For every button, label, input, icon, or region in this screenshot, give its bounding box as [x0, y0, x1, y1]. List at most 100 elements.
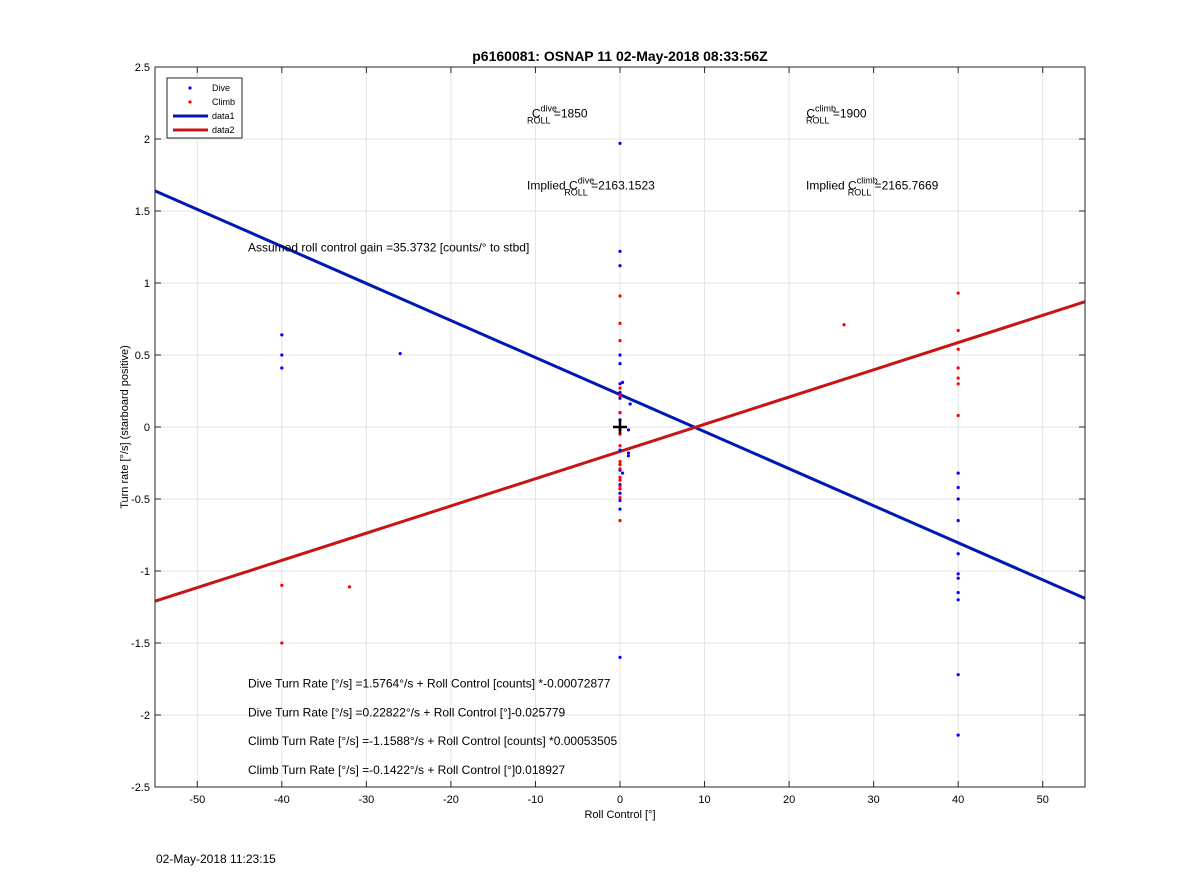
equation-text: Dive Turn Rate [°/s] =1.5764°/s + Roll C…	[248, 677, 611, 691]
climb-point	[618, 475, 622, 479]
dive-point	[620, 380, 625, 384]
y-axis-label: Turn rate [°/s] (starboard positive)	[119, 345, 131, 509]
climb-point	[280, 583, 284, 588]
x-tick-label: 0	[617, 794, 623, 806]
dive-point	[956, 673, 960, 677]
dive-point	[956, 576, 960, 580]
y-tick-label: -0.5	[131, 494, 150, 506]
x-tick-label: -40	[274, 794, 290, 806]
y-tick-label: 0	[144, 422, 150, 434]
print-timestamp: 02-May-2018 11:23:15	[156, 852, 276, 866]
dive-point	[956, 572, 960, 576]
coef-prefix: Implied	[806, 178, 848, 192]
plot-series	[154, 141, 1086, 737]
climb-point	[618, 487, 622, 491]
climb-point	[280, 641, 284, 645]
climb-point	[618, 467, 622, 471]
legend-box	[166, 77, 243, 139]
dive-point	[618, 382, 622, 386]
coef-sub: ROLL	[564, 187, 588, 197]
dive-point	[618, 264, 622, 268]
plot-box	[154, 66, 1086, 788]
y-tick-label: 0.5	[135, 350, 150, 362]
dive-point	[956, 497, 960, 501]
x-tick-label: 30	[868, 794, 880, 806]
coef-sup: dive	[540, 103, 557, 113]
dive-point	[618, 396, 622, 400]
climb-point	[618, 339, 622, 343]
x-tick-label: 50	[1037, 794, 1049, 806]
coef-suffix: =1900	[830, 106, 867, 120]
climb-point	[618, 459, 622, 464]
coef-sub: ROLL	[527, 115, 551, 125]
coef-base: C	[569, 178, 578, 192]
y-tick-label: 2.5	[135, 62, 150, 74]
climb-point	[956, 366, 960, 370]
climb-point	[956, 382, 960, 386]
x-tick-label: -20	[443, 794, 459, 806]
coef-suffix: =1850	[551, 106, 588, 120]
climb-point	[618, 411, 622, 415]
climb-point	[956, 376, 960, 380]
dive-point	[618, 362, 622, 366]
climb-point	[842, 323, 846, 327]
x-tick-label: -10	[528, 794, 544, 806]
legend-marker-climb	[188, 100, 192, 104]
climb-point	[618, 519, 622, 523]
equation-text: Climb Turn Rate [°/s] =-0.1422°/s + Roll…	[248, 763, 566, 777]
dive-point	[956, 485, 960, 490]
climb-point	[618, 321, 622, 325]
x-tick-label: -50	[189, 794, 205, 806]
y-tick-label: -1.5	[131, 638, 150, 650]
coef-base: C	[848, 178, 857, 192]
climb-point	[618, 393, 622, 397]
dive-point	[626, 451, 631, 455]
climb-point	[618, 484, 622, 488]
equation-text: Assumed roll control gain =35.3732 [coun…	[248, 240, 529, 254]
y-tick-label: -2	[140, 710, 150, 722]
dive-point	[956, 591, 960, 595]
y-tick-label: 1	[144, 278, 150, 290]
coef-sub: ROLL	[848, 187, 872, 197]
dive-point	[618, 507, 622, 511]
legend-label: data1	[212, 111, 235, 121]
coef-base: C	[806, 106, 815, 120]
annotations: Cdive ROLL =1850 Cclimb ROLL =1900 Implied C…	[248, 103, 939, 777]
dive-point	[956, 552, 960, 556]
dive-point	[626, 454, 631, 458]
center-cross-marker	[613, 420, 627, 434]
dive-point	[628, 402, 632, 406]
x-tick-label: -30	[358, 794, 374, 806]
coef-sup: climb	[857, 175, 878, 185]
climb-point	[956, 291, 960, 295]
dive-point	[956, 733, 960, 737]
climb-point	[956, 347, 960, 351]
climb-point	[618, 478, 622, 482]
climb-point	[618, 462, 622, 467]
dive-point	[620, 471, 625, 475]
climb-point	[618, 444, 622, 448]
climb-point	[618, 294, 622, 298]
dive-point	[618, 491, 622, 495]
coefficient-text: Cdive ROLL =1850	[527, 103, 588, 125]
dive-point	[398, 351, 402, 356]
dive-point	[618, 390, 622, 395]
coefficient-text: Implied Cdive ROLL =2163.1523	[527, 175, 655, 197]
legend-label: Climb	[212, 97, 235, 107]
equation-text: Climb Turn Rate [°/s] =-1.1588°/s + Roll…	[248, 734, 617, 748]
legend-label: data2	[212, 125, 235, 135]
y-tick-label: 1.5	[135, 206, 150, 218]
dive-point	[956, 519, 960, 523]
dive-point	[280, 333, 284, 337]
x-tick-label: 40	[952, 794, 964, 806]
dive-point	[618, 249, 622, 253]
dive-point	[956, 598, 960, 602]
y-tick-label: -2.5	[131, 782, 150, 794]
climb-point	[956, 413, 960, 418]
coefficient-text: Implied Cclimb ROLL =2165.7669	[806, 175, 939, 197]
dive-point	[618, 141, 622, 145]
climb-point	[618, 495, 622, 500]
y-tick-label: 2	[144, 134, 150, 146]
x-axis-label: Roll Control [°]	[584, 809, 655, 821]
